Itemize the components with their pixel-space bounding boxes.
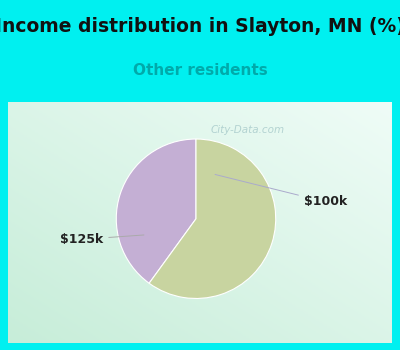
Text: $100k: $100k (215, 174, 347, 208)
Text: City-Data.com: City-Data.com (210, 125, 285, 135)
Wedge shape (149, 139, 276, 299)
Text: Income distribution in Slayton, MN (%): Income distribution in Slayton, MN (%) (0, 17, 400, 36)
Text: $125k: $125k (60, 233, 144, 246)
Wedge shape (116, 139, 196, 283)
Text: Other residents: Other residents (133, 63, 267, 78)
